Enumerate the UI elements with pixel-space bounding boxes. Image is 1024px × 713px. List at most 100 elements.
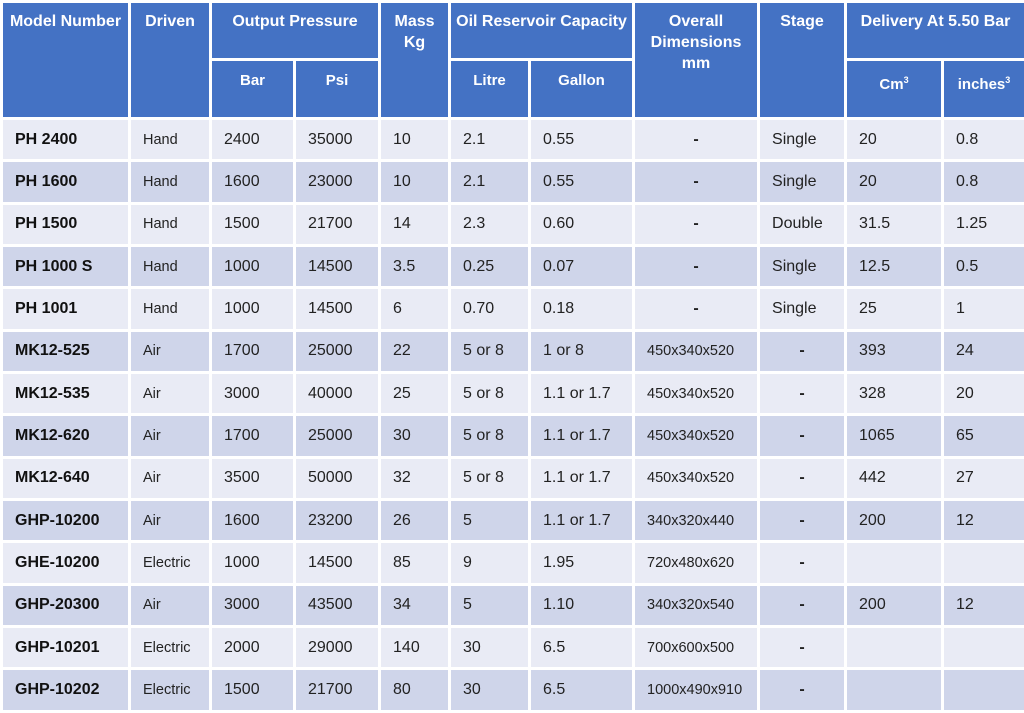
cell-model-number: GHP-20300 (3, 585, 128, 626)
cell-pressure-bar: 1000 (212, 543, 293, 583)
cell-model-number: PH 1500 (3, 204, 128, 245)
cell-delivery-cm3 (847, 628, 942, 668)
cell-delivery-cm3: 20 (847, 162, 942, 202)
table-row: MK12-640 Air 3500 50000 32 5 or 8 1.1 or 1.7 45… (3, 458, 1024, 499)
cell-delivery-cm3: 200 (847, 585, 942, 626)
table-row: PH 1001 Hand 1000 14500 6 0.70 0.18- Single 25 1 (3, 289, 1024, 329)
header-overall-dimensions: Overall Dimensions mm (635, 3, 758, 117)
cell-driven: Electric (131, 670, 209, 710)
cell-mass-kg: 85 (381, 543, 449, 583)
cell-driven: Air (131, 416, 209, 456)
header-inches3-superscript: 3 (1005, 75, 1011, 85)
cell-delivery-inches3: 12 (944, 501, 1024, 541)
cell-reservoir-gallon: 0.55 (531, 162, 633, 202)
cell-reservoir-litre: 5 or 8 (451, 374, 529, 414)
cell-pressure-bar: 1700 (212, 331, 293, 372)
cell-overall-dimensions: - (635, 162, 758, 202)
cell-reservoir-gallon: 1.1 or 1.7 (531, 501, 633, 541)
cell-reservoir-litre: 2.1 (451, 120, 529, 160)
header-stage: Stage (760, 3, 845, 117)
cell-overall-dimensions: - (635, 120, 758, 160)
cell-mass-kg: 3.5 (381, 247, 449, 287)
cell-driven: Electric (131, 543, 209, 583)
cell-pressure-psi: 21700 (296, 670, 379, 710)
cell-overall-dimensions: 450x340x520 (635, 374, 758, 414)
cell-driven: Air (131, 458, 209, 499)
header-output-pressure: Output Pressure (212, 3, 379, 58)
cell-overall-dimensions: - (635, 289, 758, 329)
cell-model-number: MK12-535 (3, 374, 128, 414)
cell-pressure-bar: 1500 (212, 670, 293, 710)
cell-delivery-cm3 (847, 670, 942, 710)
table-row: GHP-20300 Air 3000 43500 34 5 1.10 340x320x540-… (3, 585, 1024, 626)
cell-driven: Hand (131, 247, 209, 287)
cell-driven: Air (131, 585, 209, 626)
header-inches3-label: inches (957, 76, 1006, 93)
cell-reservoir-litre: 5 or 8 (451, 331, 529, 372)
cell-model-number: PH 1600 (3, 162, 128, 202)
cell-driven: Hand (131, 204, 209, 245)
cell-driven: Hand (131, 162, 209, 202)
cell-mass-kg: 80 (381, 670, 449, 710)
cell-delivery-cm3 (847, 543, 942, 583)
cell-reservoir-litre: 30 (451, 670, 529, 710)
cell-delivery-inches3 (944, 670, 1024, 710)
cell-stage: - (760, 501, 845, 541)
cell-pressure-psi: 14500 (296, 543, 379, 583)
cell-stage: Single (760, 289, 845, 329)
cell-reservoir-gallon: 1 or 8 (531, 331, 633, 372)
cell-reservoir-litre: 0.25 (451, 247, 529, 287)
cell-mass-kg: 140 (381, 628, 449, 668)
cell-pressure-psi: 25000 (296, 416, 379, 456)
cell-reservoir-litre: 5 (451, 585, 529, 626)
cell-reservoir-litre: 5 (451, 501, 529, 541)
cell-delivery-inches3: 0.8 (944, 120, 1024, 160)
cell-overall-dimensions: 450x340x520 (635, 416, 758, 456)
cell-delivery-cm3: 20 (847, 120, 942, 160)
cell-pressure-psi: 14500 (296, 247, 379, 287)
cell-reservoir-litre: 2.3 (451, 204, 529, 245)
cell-pressure-psi: 29000 (296, 628, 379, 668)
header-bar: Bar (212, 61, 293, 117)
table-row: GHP-10202 Electric 1500 21700 80 30 6.5 1000x49… (3, 670, 1024, 710)
cell-stage: Double (760, 204, 845, 245)
cell-mass-kg: 30 (381, 416, 449, 456)
cell-stage: - (760, 331, 845, 372)
cell-mass-kg: 6 (381, 289, 449, 329)
cell-delivery-inches3: 27 (944, 458, 1024, 499)
cell-model-number: GHE-10200 (3, 543, 128, 583)
cell-pressure-psi: 21700 (296, 204, 379, 245)
cell-driven: Electric (131, 628, 209, 668)
cell-mass-kg: 10 (381, 162, 449, 202)
cell-overall-dimensions: - (635, 204, 758, 245)
cell-delivery-inches3: 1.25 (944, 204, 1024, 245)
header-inches3: inches3 (944, 61, 1024, 117)
cell-stage: Single (760, 120, 845, 160)
header-cm3-superscript: 3 (903, 75, 909, 85)
cell-model-number: GHP-10201 (3, 628, 128, 668)
cell-driven: Hand (131, 289, 209, 329)
cell-pressure-bar: 3500 (212, 458, 293, 499)
cell-model-number: GHP-10200 (3, 501, 128, 541)
cell-pressure-bar: 2000 (212, 628, 293, 668)
cell-delivery-cm3: 12.5 (847, 247, 942, 287)
cell-delivery-cm3: 328 (847, 374, 942, 414)
cell-stage: - (760, 670, 845, 710)
cell-overall-dimensions: 1000x490x910 (635, 670, 758, 710)
cell-model-number: MK12-525 (3, 331, 128, 372)
cell-delivery-cm3: 1065 (847, 416, 942, 456)
header-cm3-label: Cm (879, 76, 904, 93)
cell-pressure-bar: 1700 (212, 416, 293, 456)
cell-delivery-cm3: 393 (847, 331, 942, 372)
table-row: PH 1500 Hand 1500 21700 14 2.3 0.60- Double 31.5… (3, 204, 1024, 245)
table-row: GHP-10201 Electric 2000 29000 140 30 6.5 700x60… (3, 628, 1024, 668)
cell-pressure-bar: 1000 (212, 247, 293, 287)
cell-mass-kg: 34 (381, 585, 449, 626)
cell-reservoir-gallon: 0.60 (531, 204, 633, 245)
cell-overall-dimensions: 450x340x520 (635, 331, 758, 372)
cell-delivery-inches3: 65 (944, 416, 1024, 456)
cell-pressure-psi: 43500 (296, 585, 379, 626)
cell-pressure-psi: 50000 (296, 458, 379, 499)
cell-pressure-bar: 3000 (212, 374, 293, 414)
